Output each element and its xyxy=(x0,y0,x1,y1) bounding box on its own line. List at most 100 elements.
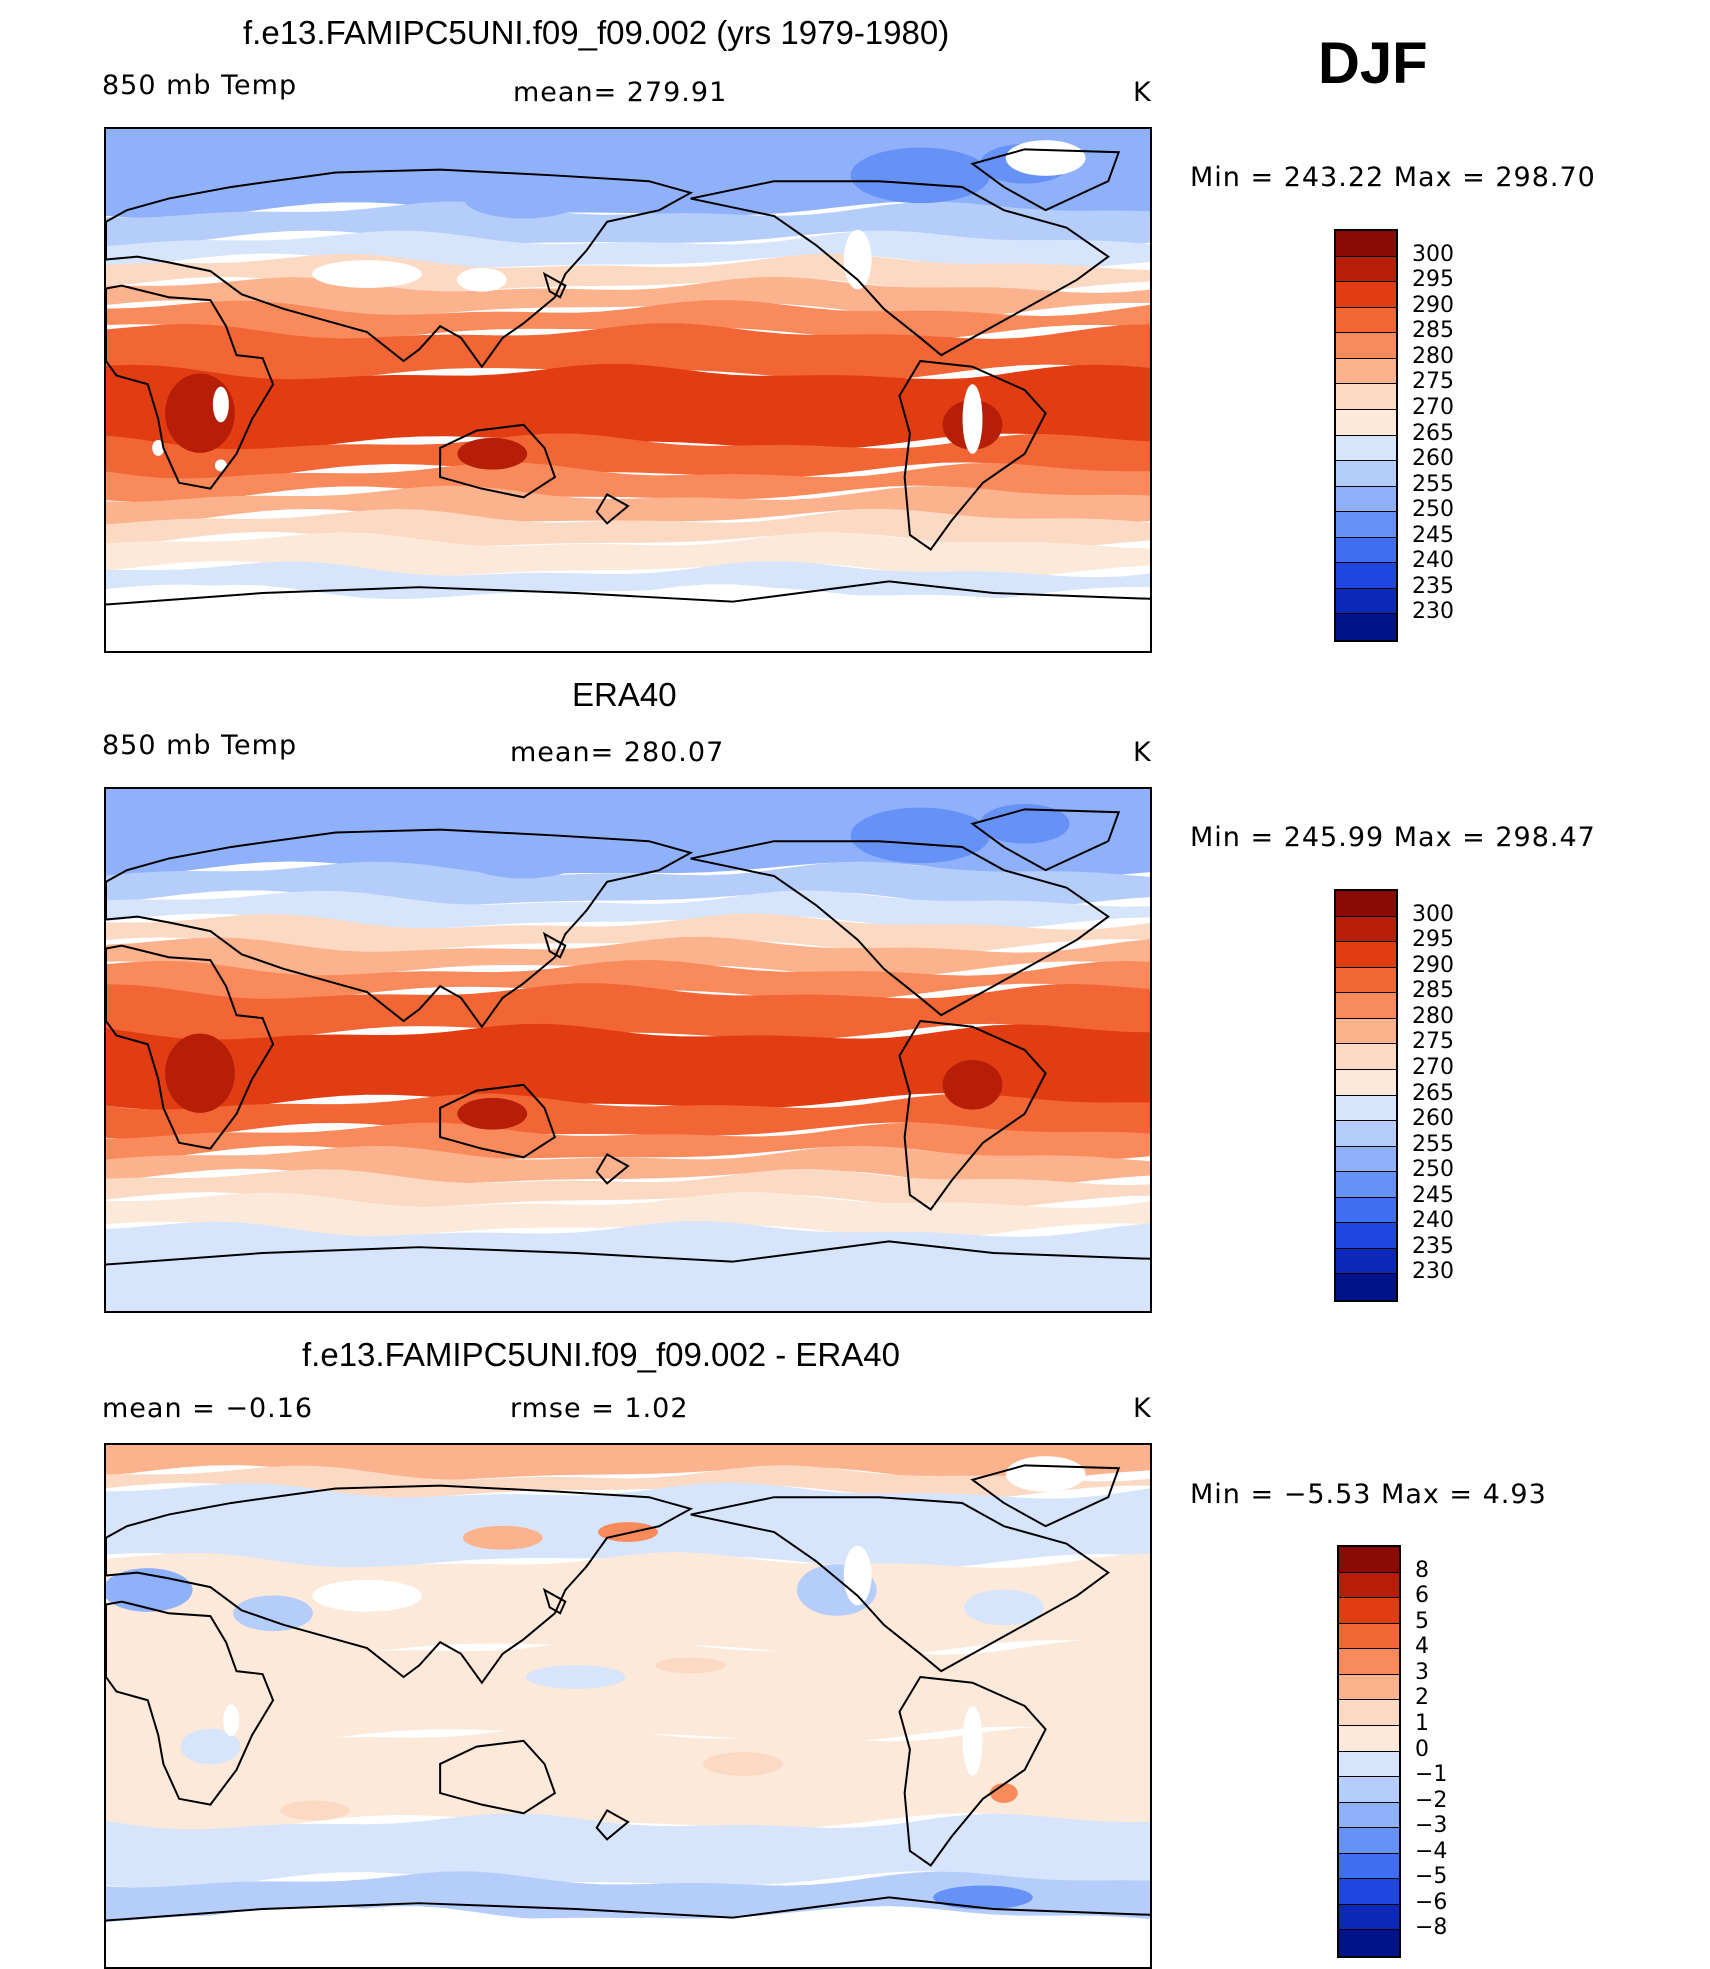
contour-band xyxy=(106,936,1150,978)
colorbar-swatch xyxy=(1336,1069,1396,1096)
coastline xyxy=(595,493,630,525)
cold-region-siberia xyxy=(463,838,584,879)
colorbar-tick-label: 285 xyxy=(1412,318,1454,344)
colorbar-tick-label: 285 xyxy=(1412,978,1454,1004)
coastline xyxy=(106,944,275,1150)
colorbar-swatch xyxy=(1336,435,1396,462)
colorbar-swatch xyxy=(1336,384,1396,410)
panel-2-mean-label: mean= 280.07 xyxy=(510,737,725,768)
colorbar-swatch xyxy=(1339,1828,1399,1854)
map-canvas xyxy=(106,789,1150,1311)
coastline xyxy=(106,828,694,1029)
colorbar-tick-label: 3 xyxy=(1415,1659,1429,1685)
colorbar-tick-label: 245 xyxy=(1412,522,1454,548)
colorbar-tick-label: 2 xyxy=(1415,1685,1429,1711)
colorbar-swatch xyxy=(1339,1751,1399,1778)
colorbar-swatch xyxy=(1336,942,1396,968)
contour-band xyxy=(106,1871,1150,1923)
coastline xyxy=(898,1675,1047,1867)
contour-band xyxy=(106,1122,1150,1163)
colorbar-swatch xyxy=(1339,1700,1399,1726)
colorbar-swatch xyxy=(1336,256,1396,283)
coastline xyxy=(106,1240,1150,1266)
colorbar-tick-label: 255 xyxy=(1412,1131,1454,1157)
colorbar-swatch xyxy=(1336,333,1396,359)
colorbar-swatch xyxy=(1336,1095,1396,1122)
panel-2-map xyxy=(104,787,1152,1313)
negative-anomaly-region xyxy=(180,1728,241,1765)
colorbar-swatch xyxy=(1336,1197,1396,1224)
colorbar-tick-label: −5 xyxy=(1415,1864,1448,1890)
colorbar-tick-label: 250 xyxy=(1412,497,1454,523)
negative-anomaly-region xyxy=(933,1885,1033,1910)
cold-region-greenland xyxy=(979,803,1070,844)
colorbar-swatch xyxy=(1336,993,1396,1019)
coastline xyxy=(106,284,275,490)
warm-region-australia xyxy=(457,1097,528,1130)
panel-2-minmax: Min = 245.99 Max = 298.47 xyxy=(1190,822,1596,853)
colorbar-tick-label: 245 xyxy=(1412,1182,1454,1208)
positive-anomaly-region xyxy=(462,1525,543,1550)
colorbar-swatch xyxy=(1336,1274,1396,1300)
colorbar-swatch xyxy=(1336,588,1396,615)
contour-band xyxy=(106,532,1150,579)
colorbar-tick-label: −4 xyxy=(1415,1838,1448,1864)
panel-3-colorbar xyxy=(1337,1545,1401,1958)
missing-data-mask xyxy=(212,386,229,423)
positive-anomaly-region xyxy=(989,1783,1018,1803)
panel-1-colorbar xyxy=(1334,229,1398,642)
colorbar-tick-label: 295 xyxy=(1412,267,1454,293)
colorbar-tick-label: −6 xyxy=(1415,1889,1448,1915)
contour-band xyxy=(106,1726,1150,1831)
warm-region-australia xyxy=(457,437,528,470)
panel-2-variable-label: 850 mb Temp xyxy=(102,730,298,761)
colorbar-tick-label: 5 xyxy=(1415,1608,1429,1634)
colorbar-tick-label: −3 xyxy=(1415,1813,1448,1839)
colorbar-tick-label: 1 xyxy=(1415,1710,1429,1736)
negative-anomaly-region xyxy=(525,1665,626,1689)
contour-band xyxy=(106,1552,1150,1657)
contour-band xyxy=(106,913,1150,955)
colorbar-tick-label: 230 xyxy=(1412,1259,1454,1285)
coastline xyxy=(970,148,1121,212)
colorbar-tick-label: 255 xyxy=(1412,471,1454,497)
coastline xyxy=(970,808,1121,872)
missing-data-mask xyxy=(456,267,507,292)
contour-band xyxy=(106,983,1150,1042)
colorbar-swatch xyxy=(1339,1930,1399,1956)
coastline xyxy=(690,1496,1110,1673)
colorbar-tick-label: −8 xyxy=(1415,1915,1448,1941)
colorbar-swatch xyxy=(1339,1802,1399,1829)
missing-data-mask xyxy=(1005,1456,1086,1492)
coastline xyxy=(106,1896,1150,1922)
positive-anomaly-region xyxy=(702,1752,783,1776)
panel-3-title: f.e13.FAMIPC5UNI.f09_f09.002 - ERA40 xyxy=(302,1336,900,1373)
contour-band xyxy=(106,1639,1150,1744)
coastline xyxy=(542,931,567,959)
map-canvas xyxy=(106,129,1150,651)
colorbar-tick-label: 300 xyxy=(1412,241,1454,267)
coastline xyxy=(898,1019,1047,1211)
colorbar-swatch xyxy=(1339,1674,1399,1701)
colorbar-swatch xyxy=(1336,1223,1396,1249)
contour-band xyxy=(106,1906,1150,1967)
missing-data-mask xyxy=(152,440,165,456)
colorbar-swatch xyxy=(1339,1777,1399,1803)
contour-band xyxy=(106,1465,1150,1501)
colorbar-swatch xyxy=(1336,916,1396,943)
colorbar-tick-label: 270 xyxy=(1412,394,1454,420)
panel-2-title: ERA40 xyxy=(572,676,677,713)
colorbar-tick-label: 280 xyxy=(1412,343,1454,369)
colorbar-swatch xyxy=(1339,1623,1399,1650)
colorbar-swatch xyxy=(1336,1248,1396,1275)
panel-2-colorbar xyxy=(1334,889,1398,1302)
panel-2-unit-label: K xyxy=(1133,737,1152,768)
colorbar-swatch xyxy=(1339,1598,1399,1624)
colorbar-swatch xyxy=(1336,461,1396,487)
colorbar-tick-label: 260 xyxy=(1412,446,1454,472)
panel-1-mean-label: mean= 279.91 xyxy=(513,77,728,108)
colorbar-swatch xyxy=(1336,1044,1396,1070)
panel-1-minmax: Min = 243.22 Max = 298.70 xyxy=(1190,162,1596,193)
colorbar-swatch xyxy=(1336,1172,1396,1198)
contour-band xyxy=(106,300,1150,341)
